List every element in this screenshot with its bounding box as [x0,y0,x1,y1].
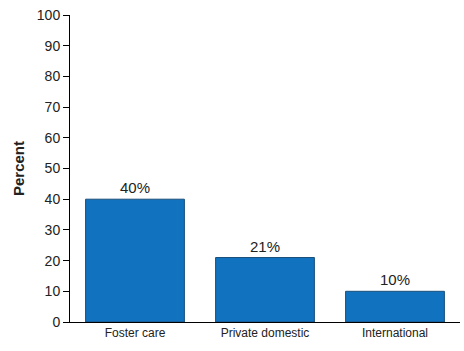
svg-text:80: 80 [45,68,61,84]
svg-text:100: 100 [37,7,61,23]
svg-text:60: 60 [45,130,61,146]
svg-text:Foster care: Foster care [105,326,166,340]
svg-text:10: 10 [45,283,61,299]
svg-text:90: 90 [45,38,61,54]
svg-text:Percent: Percent [10,141,27,196]
svg-text:21%: 21% [250,238,280,255]
svg-text:30: 30 [45,222,61,238]
svg-text:10%: 10% [380,271,410,288]
svg-text:20: 20 [45,253,61,269]
svg-text:40%: 40% [120,179,150,196]
svg-text:Private domestic: Private domestic [221,326,310,340]
svg-text:50: 50 [45,160,61,176]
svg-text:0: 0 [52,314,60,330]
svg-text:International: International [362,326,428,340]
svg-text:70: 70 [45,99,61,115]
svg-text:40: 40 [45,191,61,207]
